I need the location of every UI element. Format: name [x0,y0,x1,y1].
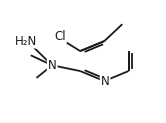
Text: N: N [48,59,57,72]
Text: H₂N: H₂N [15,35,37,48]
Text: Cl: Cl [54,30,66,43]
Text: N: N [101,75,109,88]
